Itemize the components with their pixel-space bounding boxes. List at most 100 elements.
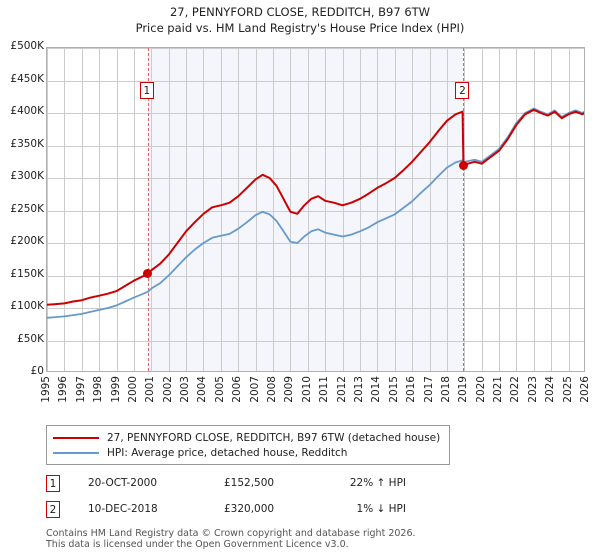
transaction-hpi-delta: 22% ↑ HPI [349, 477, 406, 489]
sale-marker-box-1[interactable]: 1 [139, 82, 154, 99]
x-axis-tick-label: 2026 [579, 376, 591, 403]
grid-line-vertical [447, 48, 448, 371]
x-axis-tick-label: 2012 [335, 376, 348, 403]
x-axis-tick-label: 2018 [439, 376, 452, 403]
x-axis-tick-label: 2006 [231, 376, 244, 403]
grid-line-vertical [308, 48, 309, 371]
ownership-span-highlight [147, 48, 464, 371]
grid-line-horizontal [47, 341, 584, 342]
grid-line-vertical [151, 48, 152, 371]
grid-line-vertical [395, 48, 396, 371]
transaction-marker-badge: 2 [46, 501, 60, 518]
grid-line-vertical [569, 48, 570, 371]
x-axis-tick-label: 1995 [40, 376, 52, 403]
x-axis-tick-label: 2003 [179, 376, 192, 403]
grid-line-vertical [377, 48, 378, 371]
x-axis-tick-label: 2002 [161, 376, 174, 403]
x-axis-tick-label: 1999 [109, 376, 122, 403]
y-axis-tick-label: £300K [10, 170, 44, 182]
x-axis-tick-label: 2000 [126, 376, 139, 403]
y-axis-tick-label: £400K [10, 105, 44, 117]
grid-line-vertical [343, 48, 344, 371]
y-axis-tick-label: £50K [17, 332, 44, 345]
x-axis-tick-label: 2004 [196, 376, 209, 403]
grid-line-horizontal [47, 276, 584, 277]
grid-line-vertical [499, 48, 500, 371]
grid-line-vertical [534, 48, 535, 371]
grid-line-vertical [238, 48, 239, 371]
sale-point-2 [458, 160, 468, 170]
grid-line-vertical [203, 48, 204, 371]
sale-marker-box-2[interactable]: 2 [455, 82, 470, 99]
grid-line-vertical [99, 48, 100, 371]
grid-line-vertical [464, 48, 465, 371]
x-axis-tick-label: 2014 [370, 376, 383, 403]
footer: Contains HM Land Registry data © Crown c… [46, 528, 586, 550]
grid-line-horizontal [47, 308, 584, 309]
transaction-row[interactable]: 2 10-DEC-2018 £320,000 1% ↓ HPI [46, 498, 466, 524]
grid-line-horizontal [47, 146, 584, 147]
y-axis-tick-label: £150K [10, 267, 44, 280]
transactions-table: 1 20-OCT-2000 £152,500 22% ↑ HPI 2 10-DEC-201… [46, 472, 466, 524]
grid-line-vertical [82, 48, 83, 371]
transaction-hpi-delta: 1% ↓ HPI [356, 503, 406, 515]
title-line-2: Price paid vs. HM Land Registry's House … [135, 21, 465, 35]
grid-line-vertical [482, 48, 483, 371]
title-line-1: 27, PENNYFORD CLOSE, REDDITCH, B97 6TW [169, 5, 431, 19]
grid-line-vertical [117, 48, 118, 371]
y-axis-tick-label: £250K [10, 202, 44, 215]
grid-line-vertical [134, 48, 135, 371]
series-line [47, 107, 584, 319]
grid-line-vertical [325, 48, 326, 371]
transaction-marker-badge: 1 [46, 475, 60, 492]
page-title: 27, PENNYFORD CLOSE, REDDITCH, B97 6TW P… [0, 4, 600, 36]
grid-line-vertical [360, 48, 361, 371]
transaction-date: 10-DEC-2018 [88, 503, 158, 515]
legend: 27, PENNYFORD CLOSE, REDDITCH, B97 6TW (… [46, 425, 450, 465]
legend-color-swatch [53, 451, 99, 454]
grid-line-horizontal [47, 211, 584, 212]
grid-line-vertical [186, 48, 187, 371]
grid-line-vertical [47, 48, 48, 371]
y-axis-tick-label: £450K [10, 72, 44, 85]
transaction-date: 20-OCT-2000 [88, 477, 157, 489]
x-axis-tick-label: 2017 [422, 376, 435, 403]
y-axis-tick-label: £200K [10, 235, 44, 247]
legend-color-swatch [53, 436, 99, 439]
legend-item: 27, PENNYFORD CLOSE, REDDITCH, B97 6TW (… [53, 430, 443, 445]
transaction-row[interactable]: 1 20-OCT-2000 £152,500 22% ↑ HPI [46, 472, 466, 498]
series-lines [47, 107, 584, 319]
grid-line-horizontal [47, 178, 584, 179]
x-axis-tick-label: 2022 [509, 376, 522, 403]
footer-line-1: Contains HM Land Registry data © Crown c… [46, 528, 416, 539]
y-axis-tick-label: £500K [10, 40, 44, 52]
x-axis-tick-label: 2023 [526, 376, 539, 403]
grid-line-horizontal [47, 48, 584, 49]
x-axis-tick-label: 2020 [474, 376, 487, 403]
grid-line-vertical [64, 48, 65, 371]
grid-line-vertical [256, 48, 257, 371]
grid-line-vertical [169, 48, 170, 371]
legend-item: HPI: Average price, detached house, Redd… [53, 445, 443, 460]
x-axis-tick-label: 2007 [248, 376, 261, 403]
x-axis-tick-label: 2019 [457, 376, 470, 403]
sale-marker-line [147, 48, 149, 371]
grid-line-vertical [412, 48, 413, 371]
x-axis-tick-label: 2005 [213, 376, 226, 403]
x-axis-tick-label: 2016 [405, 376, 418, 403]
y-axis-tick-label: £350K [10, 137, 44, 150]
x-axis-tick-label: 2001 [144, 376, 157, 403]
grid-line-vertical [290, 48, 291, 371]
footer-line-2: This data is licensed under the Open Gov… [46, 539, 349, 550]
x-axis-tick-label: 2024 [544, 376, 557, 403]
legend-label: HPI: Average price, detached house, Redd… [107, 446, 348, 459]
x-axis-tick-label: 2008 [266, 376, 279, 403]
series-line [47, 108, 584, 306]
x-axis-tick-label: 2021 [492, 376, 505, 403]
grid-line-horizontal [47, 243, 584, 244]
y-axis-tick-label: £0 [30, 365, 44, 377]
x-axis-tick-label: 2013 [352, 376, 365, 403]
x-axis-tick-label: 1997 [74, 376, 87, 403]
grid-line-vertical [551, 48, 552, 371]
